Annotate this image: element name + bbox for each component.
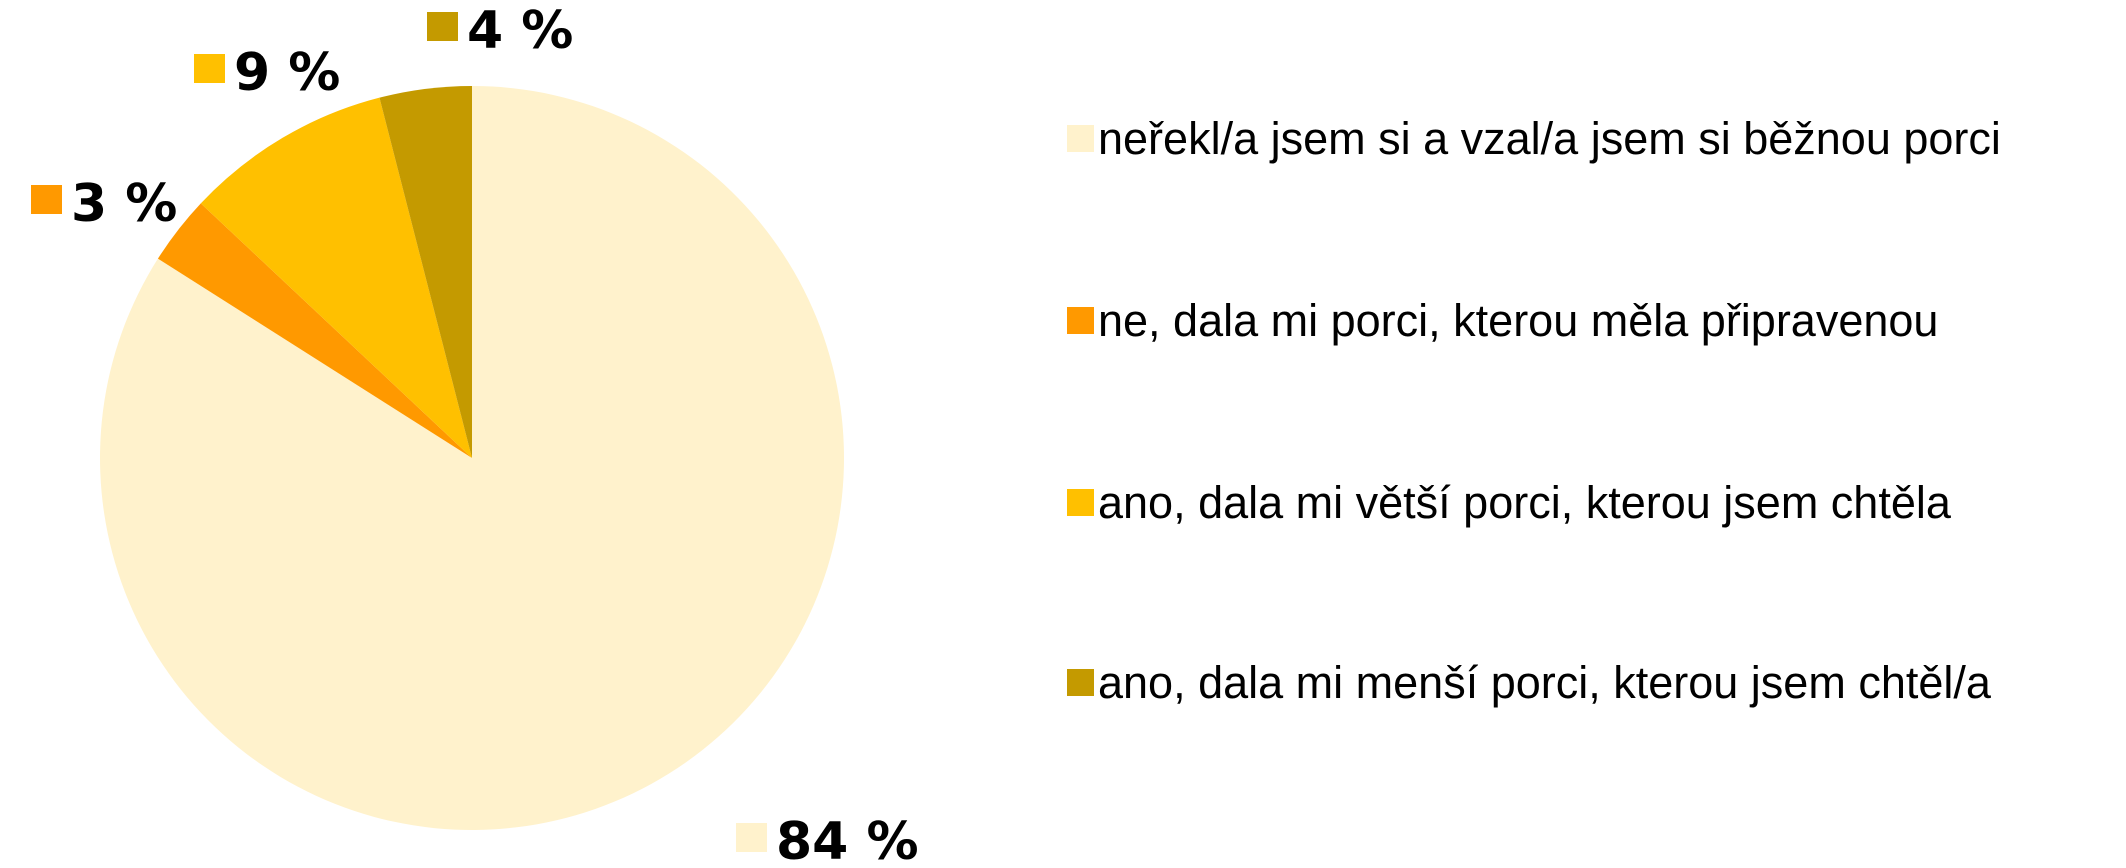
label-swatch <box>736 823 767 852</box>
legend-item: ne, dala mi porci, kterou měla připraven… <box>1067 289 2126 352</box>
legend-swatch <box>1067 669 1094 696</box>
legend-swatch <box>1067 125 1094 152</box>
legend-swatch <box>1067 307 1094 334</box>
legend-label: neřekl/a jsem si a vzal/a jsem si běžnou… <box>1098 113 2001 164</box>
pie-slice <box>99 86 844 830</box>
legend-item: neřekl/a jsem si a vzal/a jsem si běžnou… <box>1067 107 2126 170</box>
pie-slice <box>157 203 472 458</box>
label-swatch <box>194 54 225 83</box>
legend-label: ano, dala mi menší porci, kterou jsem ch… <box>1098 657 1991 708</box>
data-label: 4 % <box>467 1 573 61</box>
legend-label: ano, dala mi větší porci, kterou jsem ch… <box>1098 477 1951 528</box>
label-swatch <box>31 185 62 214</box>
data-label: 9 % <box>234 43 340 103</box>
legend-item: ano, dala mi větší porci, kterou jsem ch… <box>1067 471 2126 534</box>
pie-slice <box>200 97 472 458</box>
legend-swatch <box>1067 489 1094 516</box>
legend-label: ne, dala mi porci, kterou měla připraven… <box>1098 295 1939 346</box>
data-label: 3 % <box>71 174 177 234</box>
data-label: 84 % <box>776 812 919 868</box>
label-swatch <box>427 12 458 41</box>
pie-slice <box>379 86 472 458</box>
legend-item: ano, dala mi menší porci, kterou jsem ch… <box>1067 651 2126 714</box>
